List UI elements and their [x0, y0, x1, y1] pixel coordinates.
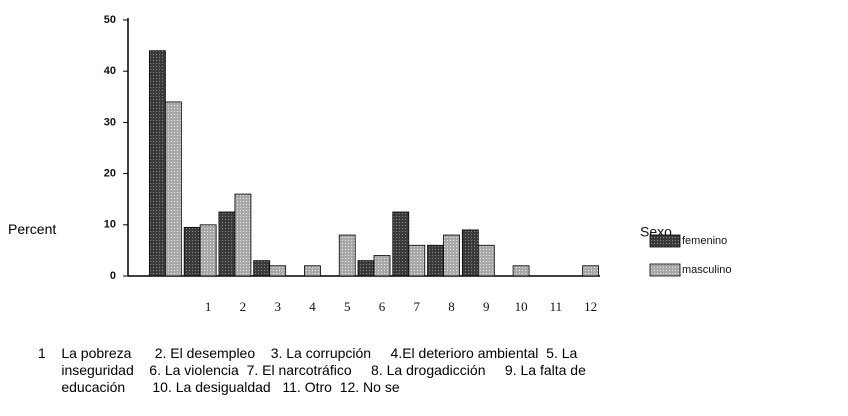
bar: [164, 101, 182, 277]
y-axis-label: Percent: [8, 221, 57, 237]
x-tick-label: 11: [550, 299, 563, 314]
bar: [373, 255, 391, 277]
bar: [392, 211, 410, 277]
x-tick-label: 12: [584, 299, 597, 314]
legend-label: masculino: [682, 264, 732, 276]
bar: [461, 229, 479, 277]
bar: [199, 224, 217, 277]
y-tick-label: 30: [104, 116, 116, 128]
bar: [148, 50, 166, 277]
x-tick-label: 7: [414, 299, 421, 314]
bar: [218, 211, 236, 277]
x-tick-label: 1: [205, 299, 212, 314]
legend-swatch: [649, 234, 681, 248]
bar: [183, 226, 201, 277]
y-tick-label: 40: [104, 65, 116, 77]
x-tick-label: 10: [515, 299, 528, 314]
y-tick-label: 0: [110, 270, 116, 282]
y-tick-label: 20: [104, 168, 116, 180]
note: educación 10. La desigualdad 11. Otro 12…: [38, 379, 400, 395]
legend-swatch: [649, 263, 681, 277]
x-tick-label: 8: [448, 299, 455, 314]
bar: [253, 260, 271, 277]
bar: [269, 265, 287, 277]
bar: [427, 244, 444, 277]
bar: [338, 234, 356, 277]
bar: [477, 244, 495, 277]
bar: [512, 265, 530, 277]
bar: [443, 234, 460, 277]
bar: [408, 244, 426, 277]
x-tick-label: 9: [483, 299, 490, 314]
y-tick-label: 50: [104, 14, 116, 26]
legend-label: femenino: [682, 235, 727, 247]
x-tick-label: 5: [344, 299, 351, 314]
bar: [582, 265, 600, 277]
note: inseguridad 6. La violencia 7. El narcot…: [38, 362, 586, 378]
x-tick-label: 4: [309, 299, 316, 314]
note: 1 La pobreza 2. El desempleo 3. La corru…: [38, 345, 578, 361]
x-tick-label: 2: [240, 299, 247, 314]
bar: [357, 260, 375, 277]
x-tick-label: 6: [379, 299, 386, 314]
y-tick-label: 10: [104, 219, 116, 231]
x-tick-label: 3: [274, 299, 281, 314]
bar: [234, 193, 252, 277]
bar: [304, 265, 321, 277]
